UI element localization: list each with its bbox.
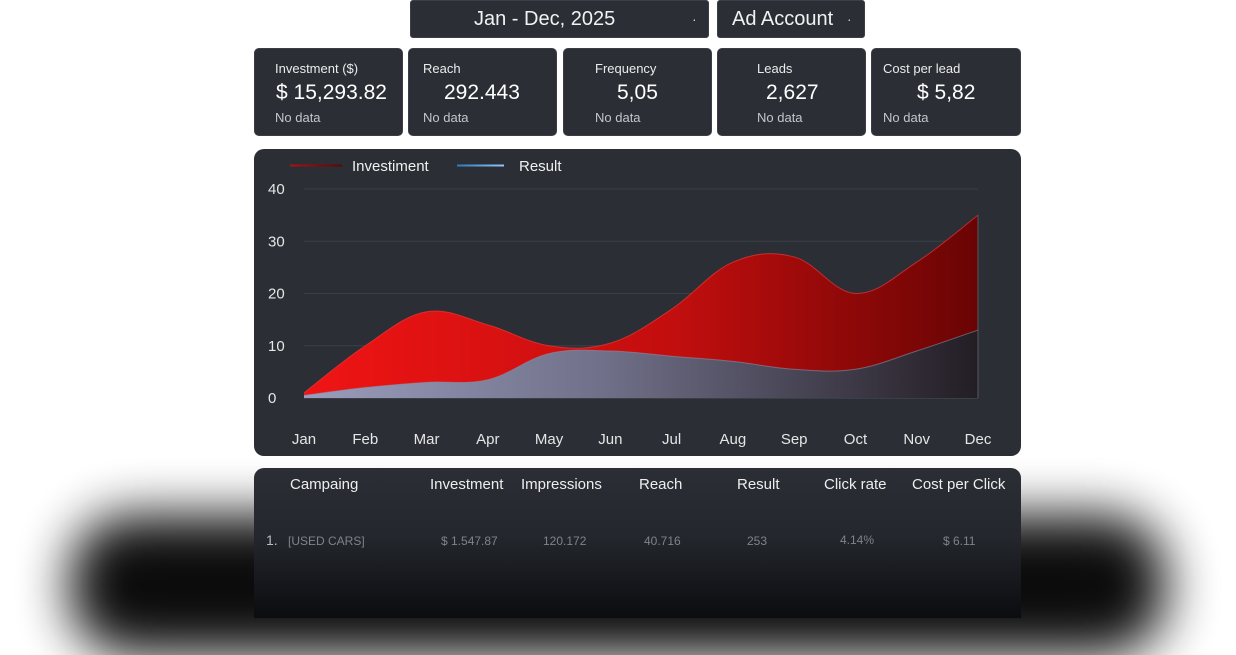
cell-investment: $ 1.547.87 (441, 534, 498, 548)
cell-result: 253 (747, 534, 768, 548)
kpi-leads: Leads 2,627 No data (717, 48, 866, 136)
y-tick-label: 30 (268, 233, 285, 250)
cell-impressions: 120.172 (543, 534, 587, 548)
legend-investment-label: Investiment (352, 158, 430, 175)
dropdown-dot-icon: · (847, 11, 852, 27)
x-tick-label: Dec (965, 431, 992, 448)
cell-reach: 40.716 (644, 534, 681, 548)
chart-card: 0 10 20 30 40 Jan Feb Mar Apr May Jun Jul Aug Sep Oct N… (254, 149, 1021, 456)
kpi-value: 2,627 (766, 81, 819, 104)
x-tick-label: Mar (414, 431, 440, 448)
kpi-note: No data (883, 110, 929, 125)
x-tick-label: Oct (844, 431, 868, 448)
col-header-reach[interactable]: Reach (639, 476, 683, 493)
kpi-label: Reach (423, 61, 461, 76)
dropdown-dot-icon: · (692, 11, 697, 27)
col-header-cost-per-click[interactable]: Cost per Click (912, 476, 1006, 493)
kpi-label: Cost per lead (883, 61, 961, 76)
kpi-note: No data (423, 110, 469, 125)
kpi-cost-per-lead: Cost per lead $ 5,82 No data (871, 48, 1021, 136)
kpi-note: No data (275, 110, 321, 125)
x-tick-label: Jan (292, 431, 316, 448)
date-range-dropdown[interactable]: Jan - Dec, 2025 · (410, 0, 709, 38)
kpi-value: 292.443 (444, 81, 520, 104)
x-tick-label: Feb (352, 431, 378, 448)
kpi-value: 5,05 (617, 81, 658, 104)
col-header-click-rate[interactable]: Click rate (824, 476, 887, 493)
y-tick-label: 10 (268, 338, 285, 355)
col-header-impressions[interactable]: Impressions (521, 476, 602, 493)
cell-cpc: $ 6.11 (943, 534, 976, 548)
x-tick-label: Sep (781, 431, 808, 448)
kpi-value: $ 15,293.82 (276, 81, 387, 104)
col-header-result[interactable]: Result (737, 476, 780, 493)
kpi-note: No data (757, 110, 803, 125)
y-tick-label: 0 (268, 390, 276, 407)
x-tick-label: Jun (598, 431, 622, 448)
y-tick-label: 40 (268, 181, 285, 198)
row-number: 1. (266, 532, 278, 548)
legend-result-swatch (457, 164, 504, 167)
col-header-investment[interactable]: Investment (430, 476, 504, 493)
kpi-label: Leads (757, 61, 793, 76)
account-dropdown[interactable]: Ad Account · (717, 0, 865, 38)
kpi-label: Frequency (595, 61, 657, 76)
col-header-campaign[interactable]: Campaing (290, 476, 359, 493)
series-line-investment (303, 214, 979, 394)
campaign-table: Campaing Investment Impressions Reach Re… (254, 468, 1021, 618)
y-tick-label: 20 (268, 286, 285, 303)
x-tick-label: Nov (903, 431, 930, 448)
kpi-value: $ 5,82 (917, 81, 976, 104)
cell-campaign: [USED CARS] (288, 534, 365, 548)
kpi-note: No data (595, 110, 641, 125)
kpi-label: Investment ($) (275, 61, 359, 76)
legend-investment-swatch (290, 164, 342, 167)
x-tick-label: Jul (662, 431, 681, 448)
date-range-value: Jan - Dec, 2025 (474, 8, 616, 30)
legend-result-label: Result (519, 158, 562, 175)
x-tick-label: Aug (720, 431, 747, 448)
kpi-investment: Investment ($) $ 15,293.82 No data (254, 48, 403, 136)
cell-click-rate: 4.14% (840, 533, 875, 547)
chart-legend: Investiment Result (290, 158, 562, 175)
x-tick-label: Apr (476, 431, 499, 448)
x-tick-label: May (535, 431, 564, 448)
series-area-investment (304, 215, 978, 398)
series-area-result (304, 330, 978, 398)
kpi-reach: Reach 292.443 No data (408, 48, 557, 136)
account-value: Ad Account (732, 8, 834, 30)
kpi-frequency: Frequency 5,05 No data (563, 48, 712, 136)
series-line-result (303, 329, 979, 396)
area-chart: 0 10 20 30 40 Jan Feb Mar Apr May Jun Jul Aug Sep Oct N… (268, 158, 992, 448)
